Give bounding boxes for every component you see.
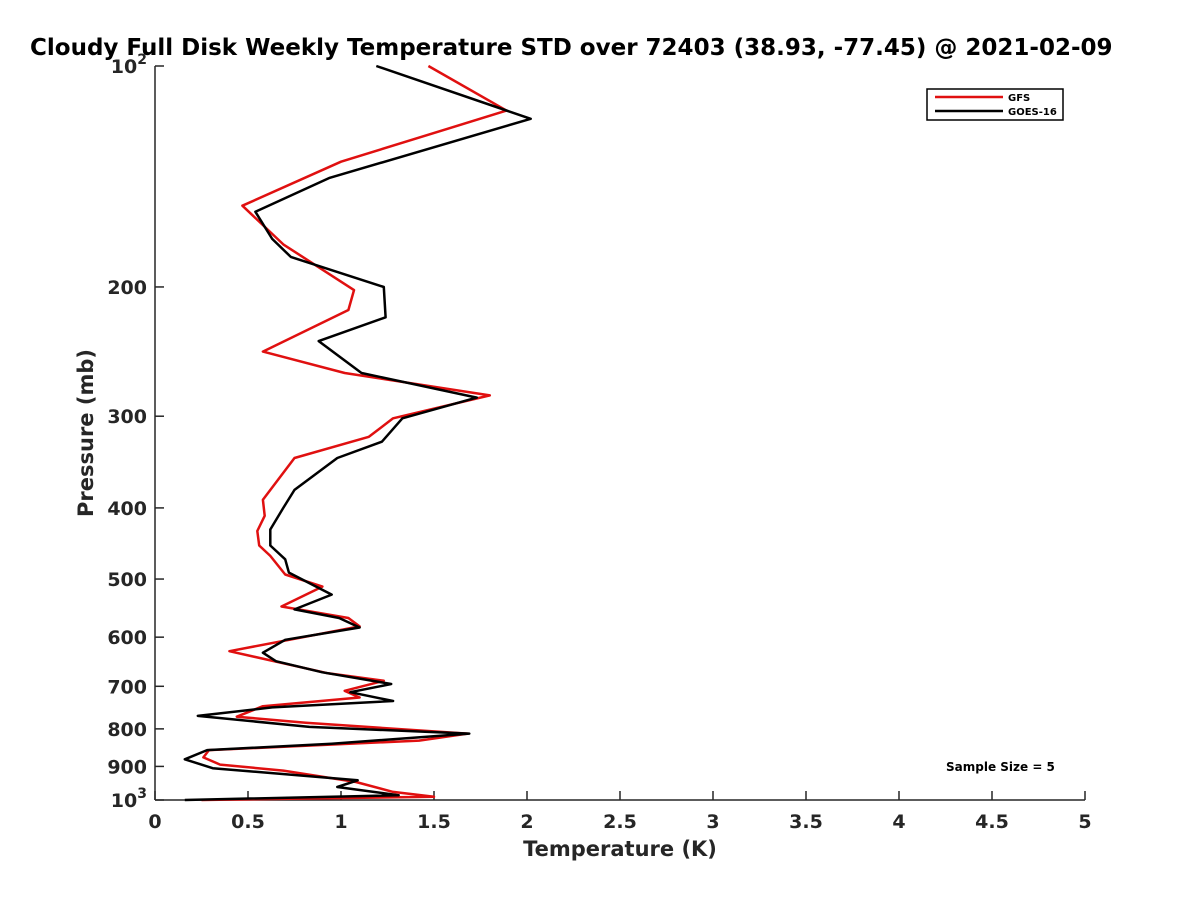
legend-label-gfs: GFS: [1008, 93, 1030, 104]
y-axis-label: Pressure (mb): [74, 349, 98, 517]
x-axis-label: Temperature (K): [523, 837, 717, 861]
y-tick-label: 102: [111, 52, 147, 78]
x-ticks: 0 0.5 1 1.5 2 2.5 3 3.5 4 4.5 5: [148, 791, 1092, 833]
series-line-goes16: [183, 64, 532, 802]
series-line-gfs: [201, 64, 508, 802]
x-tick-label: 2.5: [603, 811, 637, 833]
axes: [154, 66, 1085, 801]
y-tick-label: 200: [107, 277, 147, 299]
y-tick-label: 500: [107, 569, 147, 591]
y-tick-label: 103: [111, 786, 147, 812]
y-tick-label: 900: [107, 756, 147, 778]
legend-box: [926, 88, 1064, 121]
series-layer: [183, 64, 532, 802]
x-tick-label: 2: [520, 811, 533, 833]
y-tick-label: 800: [107, 719, 147, 741]
y-tick-label: 600: [107, 627, 147, 649]
x-tick-label: 1.5: [417, 811, 451, 833]
x-tick-label: 0.5: [231, 811, 265, 833]
y-tick-label: 300: [107, 406, 147, 428]
chart-title: Cloudy Full Disk Weekly Temperature STD …: [30, 35, 1113, 61]
legend: GFS GOES-16: [926, 88, 1064, 121]
y-tick-label: 700: [107, 676, 147, 698]
x-tick-label: 0: [148, 811, 161, 833]
x-tick-label: 1: [334, 811, 347, 833]
y-ticks: 102 200 300 400 500 600 700 800 900 103: [107, 52, 164, 812]
legend-label-goes16: GOES-16: [1008, 107, 1057, 118]
x-tick-label: 4: [892, 811, 905, 833]
x-tick-label: 3: [706, 811, 719, 833]
y-tick-label: 400: [107, 498, 147, 520]
x-tick-label: 3.5: [789, 811, 823, 833]
sample-size-annotation: Sample Size = 5: [946, 760, 1055, 774]
x-tick-label: 5: [1078, 811, 1091, 833]
x-tick-label: 4.5: [975, 811, 1009, 833]
